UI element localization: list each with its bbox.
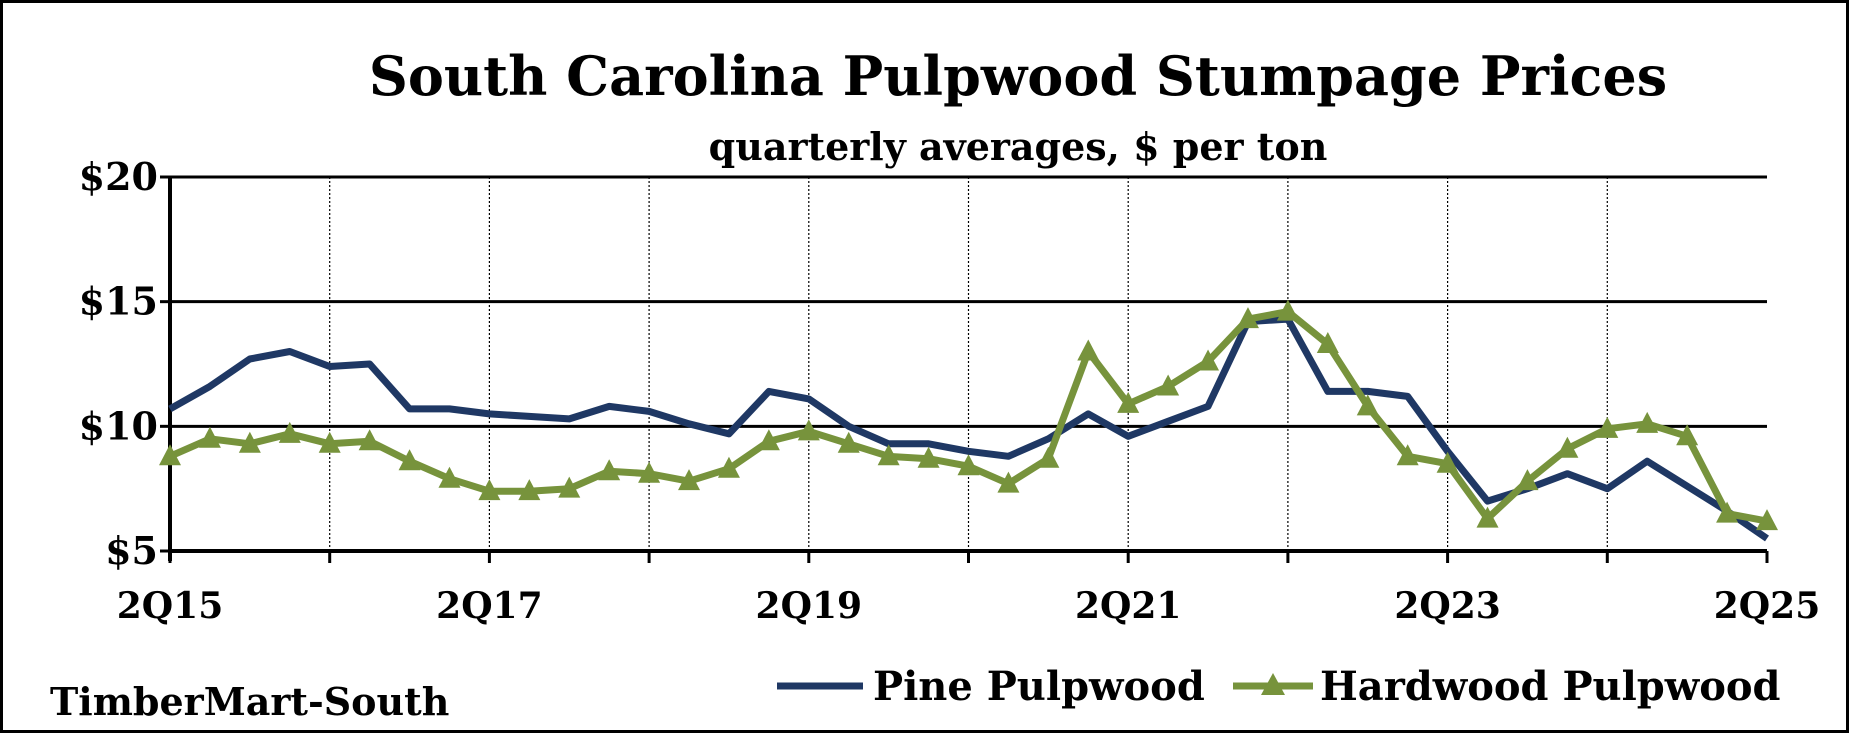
data-point-hardwood-pulpwood bbox=[1316, 332, 1339, 354]
legend-marker-triangle-icon bbox=[1261, 673, 1285, 695]
data-point-hardwood-pulpwood bbox=[1436, 451, 1459, 473]
data-point-hardwood-pulpwood bbox=[1077, 339, 1100, 361]
data-point-hardwood-pulpwood bbox=[278, 421, 301, 443]
grid-lines bbox=[170, 175, 1767, 553]
data-point-hardwood-pulpwood bbox=[1197, 349, 1220, 371]
data-point-hardwood-pulpwood bbox=[318, 431, 341, 453]
data-point-hardwood-pulpwood bbox=[917, 446, 940, 468]
data-point-hardwood-pulpwood bbox=[717, 456, 740, 478]
data-point-hardwood-pulpwood bbox=[837, 431, 860, 453]
y-tick-label: $10 bbox=[79, 403, 158, 448]
data-point-hardwood-pulpwood bbox=[198, 426, 221, 448]
data-point-hardwood-pulpwood bbox=[957, 454, 980, 476]
x-tick-label: 2Q15 bbox=[117, 585, 224, 627]
data-point-hardwood-pulpwood bbox=[159, 444, 181, 466]
data-point-hardwood-pulpwood bbox=[1117, 391, 1140, 413]
x-tick-label: 2Q25 bbox=[1714, 585, 1821, 627]
data-point-hardwood-pulpwood bbox=[1157, 374, 1180, 396]
data-point-hardwood-pulpwood bbox=[1356, 394, 1379, 416]
data-point-hardwood-pulpwood bbox=[1756, 509, 1778, 531]
data-point-hardwood-pulpwood bbox=[1596, 416, 1619, 438]
data-point-hardwood-pulpwood bbox=[1556, 436, 1579, 458]
data-point-hardwood-pulpwood bbox=[797, 419, 820, 441]
chart-subtitle: quarterly averages, $ per ton bbox=[709, 124, 1328, 169]
x-tick-label: 2Q23 bbox=[1394, 585, 1501, 627]
data-point-hardwood-pulpwood bbox=[1276, 299, 1299, 321]
data-point-hardwood-pulpwood bbox=[598, 459, 621, 481]
x-tick-label: 2Q17 bbox=[436, 585, 543, 627]
data-point-hardwood-pulpwood bbox=[398, 449, 421, 471]
series-pine-pulpwood bbox=[168, 315, 1769, 542]
data-point-hardwood-pulpwood bbox=[757, 429, 780, 451]
x-tick-label: 2Q21 bbox=[1075, 585, 1182, 627]
chart-title: South Carolina Pulpwood Stumpage Prices bbox=[369, 44, 1667, 108]
data-point-hardwood-pulpwood bbox=[877, 444, 900, 466]
data-point-hardwood-pulpwood bbox=[1476, 506, 1499, 528]
y-tick-label: $15 bbox=[79, 279, 158, 324]
legend-label-pine-pulpwood: Pine Pulpwood bbox=[873, 663, 1205, 710]
data-point-hardwood-pulpwood bbox=[1516, 469, 1539, 491]
y-tick-label: $20 bbox=[79, 154, 158, 199]
series-line-pine-pulpwood bbox=[168, 315, 1769, 542]
data-point-hardwood-pulpwood bbox=[478, 479, 501, 501]
data-point-hardwood-pulpwood bbox=[1236, 307, 1259, 329]
data-point-hardwood-pulpwood bbox=[358, 429, 381, 451]
data-point-hardwood-pulpwood bbox=[1676, 424, 1699, 446]
axes bbox=[160, 175, 1769, 563]
data-point-hardwood-pulpwood bbox=[238, 431, 261, 453]
legend-label-hardwood-pulpwood: Hardwood Pulpwood bbox=[1320, 663, 1781, 710]
data-point-hardwood-pulpwood bbox=[678, 469, 701, 491]
data-point-hardwood-pulpwood bbox=[638, 461, 661, 483]
source-label: TimberMart-South bbox=[50, 679, 449, 724]
data-point-hardwood-pulpwood bbox=[1636, 411, 1659, 433]
data-point-hardwood-pulpwood bbox=[438, 466, 461, 488]
x-tick-label: 2Q19 bbox=[756, 585, 863, 627]
data-point-hardwood-pulpwood bbox=[997, 471, 1020, 493]
legend: Pine Pulpwood Hardwood Pulpwood bbox=[777, 663, 1781, 710]
data-point-hardwood-pulpwood bbox=[558, 476, 581, 498]
series-hardwood-pulpwood bbox=[159, 299, 1778, 531]
data-point-hardwood-pulpwood bbox=[1716, 501, 1739, 523]
data-series bbox=[159, 299, 1778, 542]
data-point-hardwood-pulpwood bbox=[1396, 444, 1419, 466]
tick-labels: $5 $10 $15 $20 2Q15 2Q17 2Q19 2Q21 2Q23 2Q25 bbox=[79, 154, 1821, 627]
data-point-hardwood-pulpwood bbox=[518, 479, 541, 501]
data-point-hardwood-pulpwood bbox=[1037, 446, 1060, 468]
y-tick-label: $5 bbox=[105, 528, 158, 573]
